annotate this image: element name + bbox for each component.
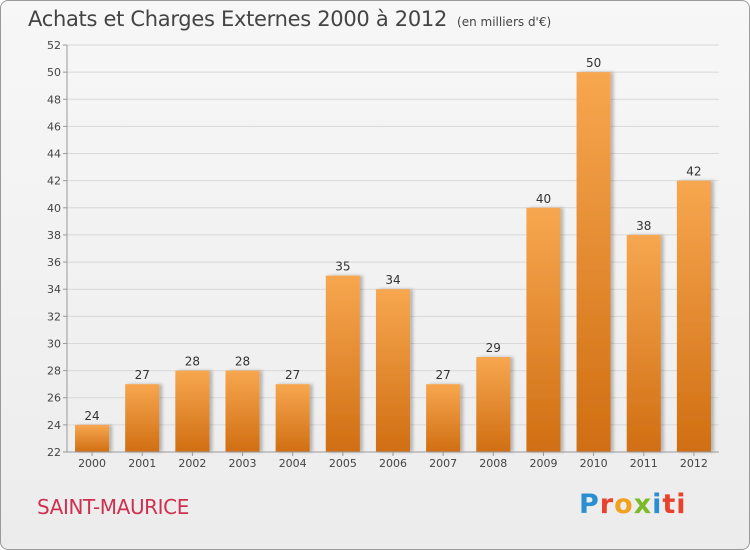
y-tick-label: 24 <box>47 419 61 432</box>
logo-letter: r <box>599 489 615 520</box>
x-tick-label: 2006 <box>379 457 407 470</box>
bar-2004 <box>275 384 310 452</box>
data-label: 34 <box>385 273 400 287</box>
bar-2000 <box>75 424 110 452</box>
y-tick-label: 34 <box>47 283 61 296</box>
x-tick-label: 2003 <box>229 457 257 470</box>
y-tick-label: 52 <box>47 39 61 52</box>
x-tick-label: 2011 <box>630 457 658 470</box>
y-tick-label: 22 <box>47 446 61 459</box>
bar-2002 <box>175 370 210 452</box>
logo-letter: o <box>614 489 634 520</box>
y-tick-label: 46 <box>47 120 61 133</box>
y-tick-label: 40 <box>47 202 61 215</box>
bar-2005 <box>325 275 360 452</box>
y-tick-label: 28 <box>47 365 61 378</box>
bars: 24 27 28 28 27 35 34 27 29 40 50 38 42 <box>75 56 711 452</box>
data-label: 29 <box>486 341 501 355</box>
bar-2001 <box>125 384 160 452</box>
x-tick-label: 2007 <box>429 457 457 470</box>
x-tick-label: 2010 <box>580 457 608 470</box>
y-tick-label: 38 <box>47 229 61 242</box>
data-label: 40 <box>536 192 551 206</box>
title-text: Achats et Charges Externes 2000 à 2012 <box>28 7 448 31</box>
logo-letter: i <box>652 489 663 520</box>
data-label: 27 <box>285 368 300 382</box>
proxiti-logo: Proxiti <box>579 489 687 520</box>
x-tick-label: 2009 <box>529 457 557 470</box>
data-label: 28 <box>235 355 250 369</box>
data-label: 24 <box>84 409 99 423</box>
chart-title: Achats et Charges Externes 2000 à 2012 (e… <box>28 7 551 31</box>
data-label: 42 <box>686 165 701 179</box>
y-tick-label: 32 <box>47 310 61 323</box>
y-tick-label: 48 <box>47 93 61 106</box>
data-label: 35 <box>335 260 350 274</box>
commune-name: SAINT-MAURICE <box>37 495 189 519</box>
data-label: 50 <box>586 56 601 70</box>
data-label: 27 <box>436 368 451 382</box>
logo-letter: ti <box>662 489 687 520</box>
bar-2011 <box>626 234 661 452</box>
bar-2003 <box>225 370 260 452</box>
bar-2012 <box>676 180 711 452</box>
logo-letter: P <box>579 489 600 520</box>
x-tick-label: 2008 <box>479 457 507 470</box>
x-axis: 2000 2001 2002 2003 2004 2005 2006 2007 2008 2009… <box>67 451 719 470</box>
data-label: 27 <box>135 368 150 382</box>
bar-2009 <box>526 207 561 452</box>
bar-2007 <box>426 384 461 452</box>
data-label: 38 <box>636 219 651 233</box>
bar-2006 <box>375 289 411 452</box>
y-axis: 22 24 26 28 30 32 34 36 38 40 42 44 46 48 50 52 <box>47 39 68 459</box>
y-tick-label: 30 <box>47 337 61 350</box>
x-tick-label: 2001 <box>128 457 156 470</box>
x-tick-label: 2005 <box>329 457 357 470</box>
y-tick-label: 26 <box>47 392 61 405</box>
bar-2010 <box>576 72 611 452</box>
x-tick-label: 2004 <box>279 457 307 470</box>
x-tick-label: 2002 <box>178 457 206 470</box>
unit-text: (en milliers d'€) <box>457 15 552 29</box>
x-tick-label: 2012 <box>680 457 708 470</box>
y-tick-label: 36 <box>47 256 61 269</box>
y-tick-label: 50 <box>47 66 61 79</box>
y-tick-label: 44 <box>47 148 61 161</box>
y-tick-label: 42 <box>47 175 61 188</box>
data-label: 28 <box>185 355 200 369</box>
x-tick-label: 2000 <box>78 457 106 470</box>
logo-letter: x <box>633 489 653 520</box>
bar-2008 <box>476 357 511 452</box>
